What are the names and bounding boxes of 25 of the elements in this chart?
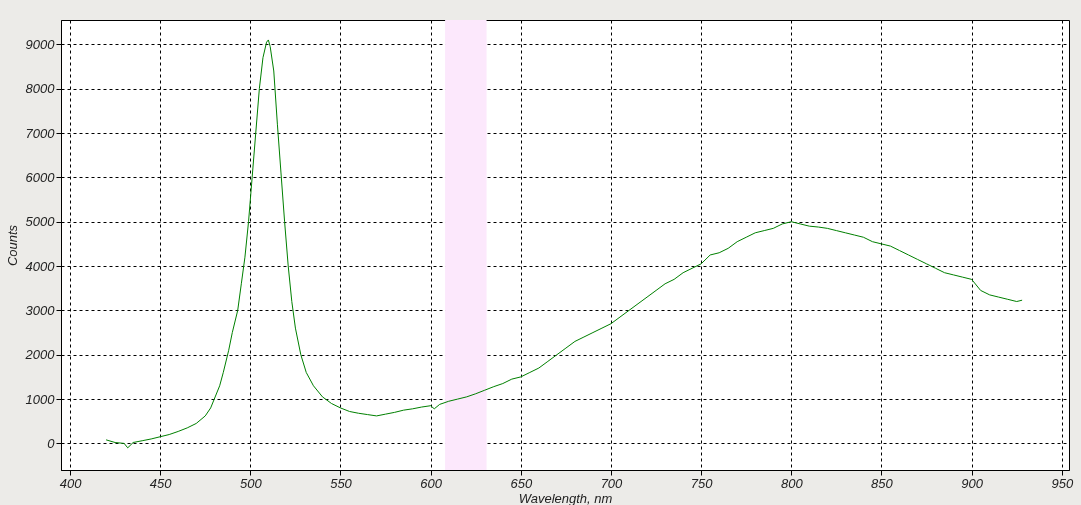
x-tick-label: 500 bbox=[239, 475, 263, 491]
x-tick-label: 650 bbox=[510, 475, 533, 491]
y-axis-title: Counts bbox=[4, 224, 20, 267]
x-tick-label: 600 bbox=[420, 475, 443, 491]
y-tick-label: 3000 bbox=[25, 302, 56, 318]
y-tick-label: 1000 bbox=[25, 391, 56, 407]
y-tick-label: 0 bbox=[47, 435, 56, 451]
y-tick-label: 2000 bbox=[24, 347, 56, 363]
x-tick-label: 700 bbox=[600, 475, 624, 491]
x-tick-label: 950 bbox=[1051, 475, 1074, 491]
x-tick-label: 750 bbox=[690, 475, 714, 491]
x-tick-label: 900 bbox=[961, 475, 984, 491]
x-tick-label: 800 bbox=[780, 475, 804, 491]
y-tick-label: 8000 bbox=[25, 81, 56, 97]
x-tick-label: 550 bbox=[330, 475, 353, 491]
x-axis-title: Wavelength, nm bbox=[518, 490, 613, 505]
x-tick-label: 850 bbox=[871, 475, 894, 491]
y-tick-label: 6000 bbox=[25, 169, 56, 185]
y-tick-label: 5000 bbox=[25, 214, 56, 230]
line-series bbox=[105, 39, 1023, 449]
x-tick-label: 450 bbox=[149, 475, 173, 491]
y-tick-label: 7000 bbox=[25, 125, 56, 141]
y-tick-label: 4000 bbox=[25, 258, 56, 274]
x-tick-label: 400 bbox=[59, 475, 83, 491]
y-tick-label: 9000 bbox=[25, 36, 56, 52]
